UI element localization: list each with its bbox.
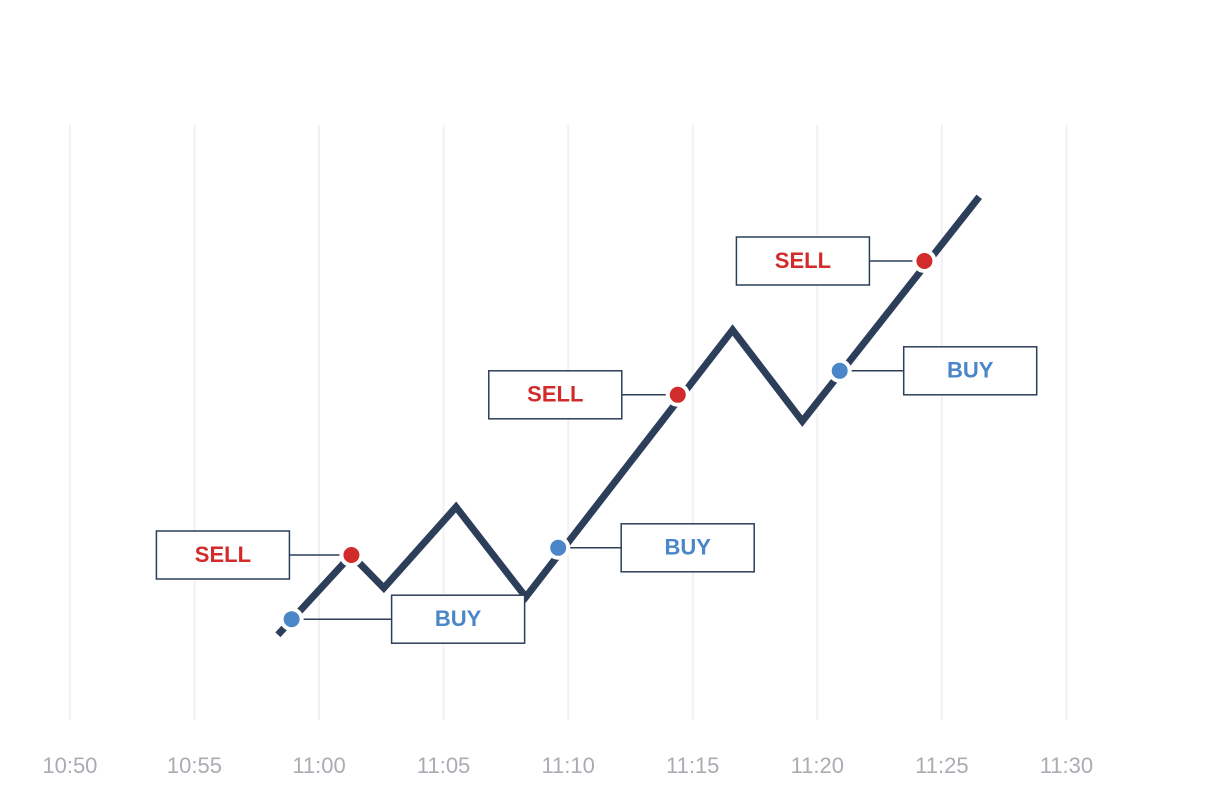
signal-marker: [912, 249, 937, 273]
x-tick-label: 10:50: [42, 753, 97, 778]
x-tick-label: 11:25: [915, 753, 968, 778]
x-tick-label: 11:10: [541, 753, 594, 778]
label-box: [488, 370, 623, 420]
signal-marker: [827, 358, 852, 383]
x-tick-label: 11:00: [292, 753, 345, 778]
x-tick-label: 11:05: [417, 753, 470, 778]
label-box: [390, 594, 526, 644]
signal-marker: [665, 382, 690, 407]
label-text: BUY: [947, 358, 994, 383]
label-text: SELL: [195, 542, 251, 567]
label-box: [735, 236, 871, 286]
signal-marker: [546, 535, 571, 560]
x-tick-label: 11:30: [1040, 753, 1093, 778]
signal-marker: [279, 607, 304, 632]
x-tick-label: 11:20: [791, 753, 844, 778]
label-text: BUY: [435, 606, 482, 631]
label-box: [620, 523, 755, 573]
label-text: BUY: [664, 535, 711, 560]
x-tick-label: 11:15: [666, 753, 719, 778]
x-tick-label: 10:55: [167, 753, 222, 778]
label-box: [155, 530, 291, 580]
label-text: SELL: [775, 248, 831, 273]
label-text: SELL: [527, 382, 583, 407]
label-box: [902, 346, 1038, 396]
signal-marker: [339, 543, 364, 567]
